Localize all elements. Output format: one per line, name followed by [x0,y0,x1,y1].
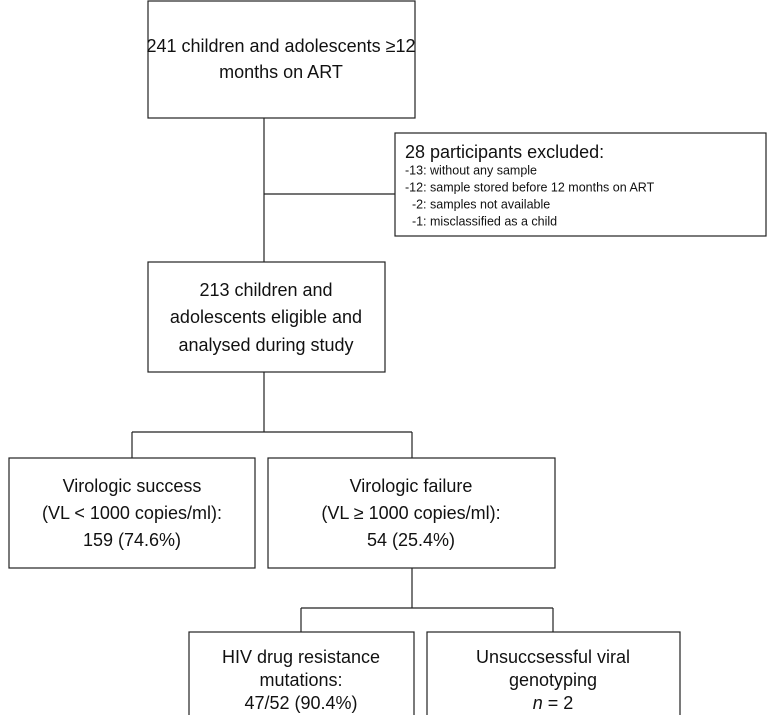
box-text: -12: sample stored before 12 months on A… [405,180,655,194]
box-text: months on ART [219,62,343,82]
box-text: Virologic failure [350,476,473,496]
box-text: -2: samples not available [405,197,550,211]
box-text: 159 (74.6%) [83,530,181,550]
box-text: (VL ≥ 1000 copies/ml): [321,503,500,523]
box-text: -13: without any sample [405,163,537,177]
box-text: (VL < 1000 copies/ml): [42,503,222,523]
box [8,457,256,569]
box [147,0,416,119]
box-text: 47/52 (90.4%) [244,693,357,713]
box-text: analysed during study [178,335,353,355]
box-text: 213 children and [199,280,332,300]
box-text: 54 (25.4%) [367,530,455,550]
box-text: 241 children and adolescents ≥12 [146,36,415,56]
box [147,261,386,373]
box [188,631,415,715]
box-text: HIV drug resistance [222,647,380,667]
box-text: n = 2 [533,693,574,713]
box [267,457,556,569]
box-text: -1: misclassified as a child [405,214,557,228]
box [426,631,681,715]
connectors [131,118,554,632]
box-text: genotyping [509,670,597,690]
box-text: Virologic success [63,476,202,496]
box-title: 28 participants excluded: [405,142,604,162]
box-text: adolescents eligible and [170,307,362,327]
count-value: = 2 [543,693,574,713]
count-symbol: n [533,693,543,713]
box [394,132,767,237]
box-text: mutations: [259,670,342,690]
box-text: Unsuccsessful viral [476,647,630,667]
